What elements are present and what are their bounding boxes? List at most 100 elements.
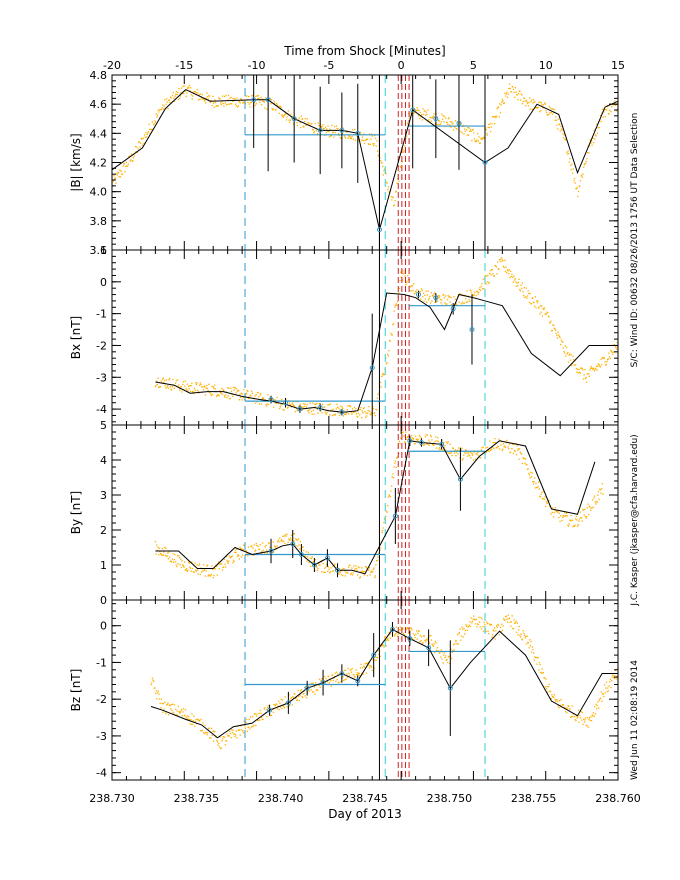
raw-data-point: [321, 677, 323, 680]
raw-data-point: [173, 713, 175, 715]
raw-data-point: [539, 496, 542, 498]
raw-data-point: [288, 694, 290, 696]
raw-data-point: [599, 489, 602, 491]
raw-data-point: [577, 524, 579, 526]
raw-data-point: [439, 651, 441, 654]
raw-data-point: [311, 556, 313, 558]
raw-data-point: [470, 617, 472, 619]
raw-data-point: [449, 443, 451, 445]
raw-data-point: [491, 122, 493, 125]
raw-data-point: [425, 639, 427, 641]
raw-data-point: [169, 705, 171, 707]
raw-data-point: [194, 562, 196, 564]
raw-data-point: [545, 111, 548, 114]
raw-data-point: [515, 620, 517, 622]
raw-data-point: [156, 544, 158, 546]
raw-data-point: [182, 711, 184, 713]
raw-data-point: [479, 626, 481, 628]
raw-data-point: [165, 379, 168, 381]
raw-data-point: [584, 508, 586, 510]
raw-data-point: [456, 304, 458, 306]
raw-data-point: [452, 122, 454, 124]
raw-data-point: [320, 409, 322, 411]
raw-data-point: [534, 477, 536, 479]
y-tick-label: -3: [96, 730, 107, 743]
raw-data-point: [255, 715, 258, 717]
raw-data-point: [390, 490, 392, 492]
raw-data-point: [115, 182, 117, 184]
raw-data-point: [567, 705, 569, 707]
raw-data-point: [440, 121, 442, 123]
raw-data-point: [577, 709, 580, 711]
raw-data-point: [447, 123, 449, 126]
raw-data-point: [331, 570, 334, 572]
raw-data-point: [375, 559, 378, 562]
raw-data-point: [269, 546, 271, 549]
raw-data-point: [319, 686, 321, 688]
raw-data-point: [462, 457, 464, 460]
raw-data-point: [404, 275, 406, 277]
raw-data-point: [219, 563, 222, 565]
raw-data-point: [507, 93, 509, 95]
raw-data-point: [531, 108, 533, 111]
raw-data-point: [603, 684, 606, 686]
y-tick-label: 0: [100, 620, 107, 633]
raw-data-point: [165, 387, 167, 389]
raw-data-point: [538, 111, 541, 113]
raw-data-point: [424, 436, 427, 438]
raw-data-point: [614, 100, 616, 102]
raw-data-point: [513, 449, 516, 452]
raw-data-point: [438, 296, 440, 299]
raw-data-point: [585, 517, 587, 519]
raw-data-point: [313, 131, 316, 133]
raw-data-point: [155, 690, 157, 692]
raw-data-point: [569, 353, 571, 355]
raw-data-point: [581, 368, 583, 370]
raw-data-point: [343, 410, 345, 412]
raw-data-point: [481, 447, 483, 449]
raw-data-point: [470, 292, 473, 294]
raw-data-point: [348, 404, 350, 407]
raw-data-point: [464, 128, 466, 130]
raw-data-point: [532, 102, 534, 104]
raw-data-point: [454, 298, 456, 300]
raw-data-point: [236, 548, 238, 551]
raw-data-point: [581, 520, 583, 522]
raw-data-point: [303, 403, 305, 405]
raw-data-point: [208, 94, 210, 97]
raw-data-point: [244, 727, 247, 729]
raw-data-point: [273, 545, 276, 547]
raw-data-point: [583, 514, 585, 516]
raw-data-point: [606, 104, 608, 107]
raw-data-point: [458, 631, 461, 634]
raw-data-point: [227, 735, 229, 737]
raw-data-point: [368, 569, 370, 571]
raw-data-point: [541, 104, 543, 106]
raw-data-point: [382, 165, 384, 168]
raw-data-point: [371, 570, 373, 572]
raw-data-point: [488, 282, 490, 284]
raw-data-point: [386, 639, 388, 641]
raw-data-point: [385, 173, 387, 175]
raw-data-point: [448, 452, 450, 454]
raw-data-point: [180, 566, 183, 569]
raw-data-point: [206, 387, 209, 390]
raw-data-point: [540, 671, 542, 673]
raw-data-point: [445, 655, 447, 657]
raw-data-point: [550, 330, 553, 332]
raw-data-point: [208, 574, 210, 576]
raw-data-point: [278, 112, 280, 115]
raw-data-point: [383, 373, 386, 376]
raw-data-point: [187, 385, 190, 387]
raw-data-point: [572, 168, 574, 170]
raw-data-point: [534, 656, 537, 659]
raw-data-point: [357, 566, 360, 568]
raw-data-point: [347, 667, 349, 670]
raw-data-point: [557, 331, 559, 333]
raw-data-point: [177, 91, 179, 94]
raw-data-point: [601, 364, 603, 366]
raw-data-point: [277, 540, 279, 543]
raw-data-point: [535, 107, 537, 109]
raw-data-point: [303, 692, 305, 695]
raw-data-point: [482, 136, 485, 139]
